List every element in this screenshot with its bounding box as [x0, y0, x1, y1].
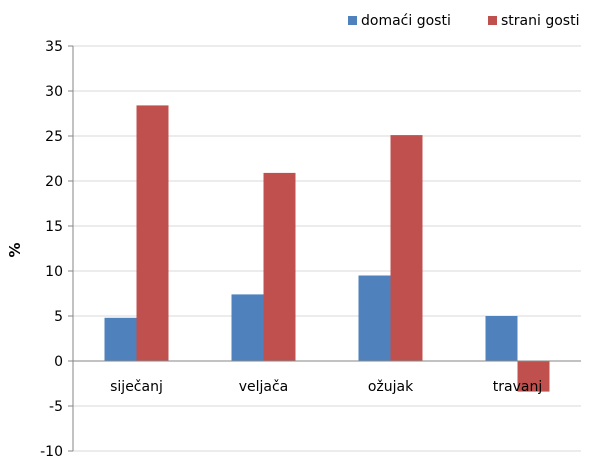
bars: [104, 105, 550, 392]
bar-foreign: [390, 135, 423, 361]
y-tick-label: 5: [54, 309, 63, 325]
legend-swatch: [348, 16, 357, 25]
category-labels: siječanj veljača ožujak travanj: [110, 379, 542, 395]
y-tick-label: 10: [45, 264, 63, 280]
y-axis-ticks: -10 -5 0 5 10 15 20 25 30 35: [40, 39, 74, 457]
x-category-label: ožujak: [368, 379, 414, 395]
bar-domestic: [485, 316, 518, 361]
y-axis-title: %: [6, 242, 24, 257]
bar-foreign: [263, 172, 296, 361]
legend-label: domaći gosti: [361, 13, 451, 29]
y-tick-label: 15: [45, 219, 63, 235]
y-tick-label: 25: [45, 129, 63, 145]
bar-domestic: [104, 317, 137, 361]
x-category-label: veljača: [239, 379, 289, 395]
y-tick-label: -5: [49, 399, 63, 415]
legend: domaći gosti strani gosti: [348, 13, 579, 29]
legend-swatch: [488, 16, 497, 25]
y-tick-label: 30: [45, 84, 63, 100]
bar-domestic: [231, 294, 264, 361]
bar-foreign: [517, 361, 550, 392]
legend-label: strani gosti: [501, 13, 579, 29]
y-tick-label: 20: [45, 174, 63, 190]
y-tick-label: -10: [40, 444, 63, 457]
y-tick-label: 35: [45, 39, 63, 55]
x-category-label: travanj: [493, 379, 542, 395]
bar-foreign: [136, 105, 169, 362]
bar-domestic: [358, 275, 391, 361]
y-tick-label: 0: [54, 354, 63, 370]
x-category-label: siječanj: [110, 379, 163, 395]
